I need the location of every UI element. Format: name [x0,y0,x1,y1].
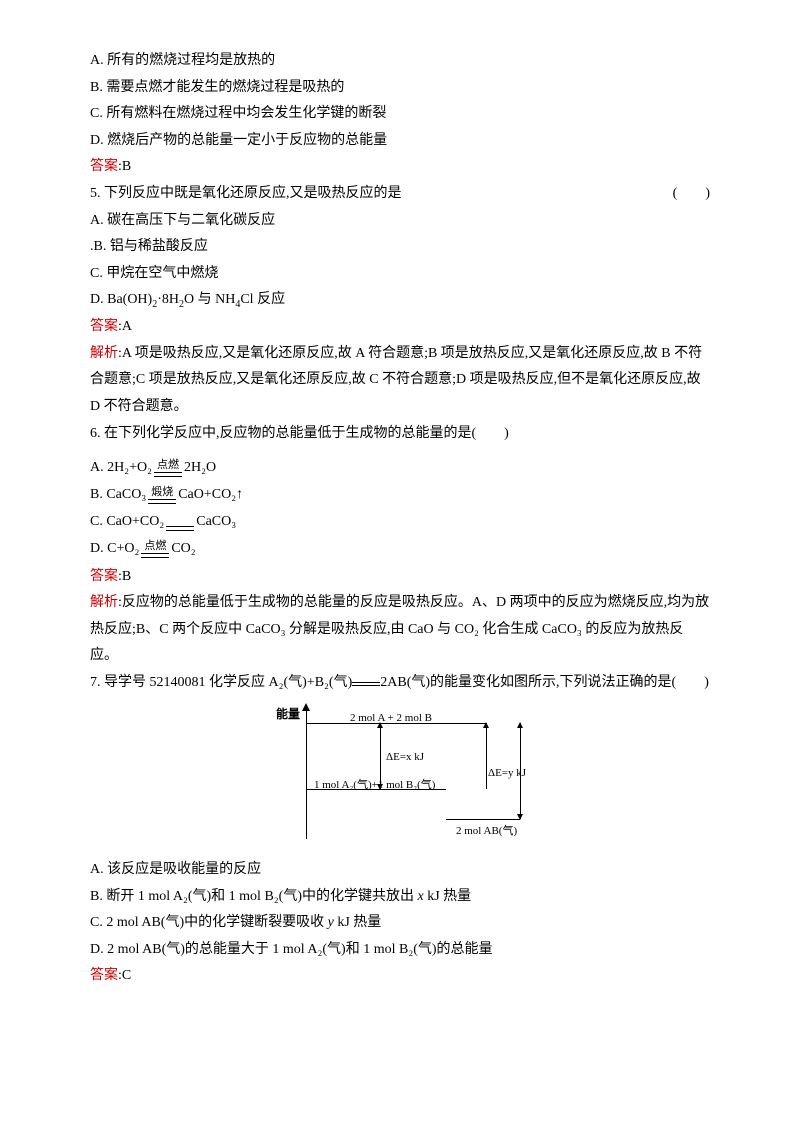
q6a-rhs: 2H₂O [184,455,216,482]
explain-label: 解析 [90,346,118,361]
q5d-post: O 与 NH [184,292,235,307]
q6d-cond: 点燃 [144,541,166,553]
explain-text: :A 项是吸热反应,又是氧化还原反应,故 A 符合题意;B 项是放热反应,又是氧… [90,346,702,414]
q6-stem: 6. 在下列化学反应中,反应物的总能量低于生成物的总能量的是( ) [90,421,710,448]
q7-answer: 答案:C [90,963,710,990]
q5-stem-text: 5. 下列反应中既是氧化还原反应,又是吸热反应的是 [90,181,402,208]
q7-option-a: A. 该反应是吸收能量的反应 [90,857,710,884]
q6-explanation: 解析:反应物的总能量低于生成物的总能量的反应是吸热反应。A、D 两项中的反应为燃… [90,590,710,670]
q4-option-d: D. 燃烧后产物的总能量一定小于反应物的总能量 [90,128,710,155]
reaction-arrow-icon: 点燃 [154,460,182,477]
delta-e-x: ΔE=x kJ [386,747,424,768]
q6b-lhs: B. CaCO₃ [90,482,146,509]
y-axis [306,709,307,839]
label-bot: 2 mol AB(气) [456,821,517,842]
label-top: 2 mol A + 2 mol B [350,708,432,729]
reaction-arrow-icon: 点燃 [141,541,169,558]
q7-option-d: D. 2 mol AB(气)的总能量大于 1 mol A₂(气)和 1 mol … [90,937,710,964]
q7c-pre: C. 2 mol AB(气)中的化学键断裂要吸收 [90,915,328,930]
q7c-post: kJ 热量 [334,915,381,930]
q4-option-b: B. 需要点燃才能发生的燃烧过程是吸热的 [90,75,710,102]
q6-option-c: C. CaO+CO₂ CaCO₃ [90,509,710,536]
q7-stem-post: 2AB(气)的能量变化如图所示,下列说法正确的是( ) [380,675,709,690]
q6a-cond: 点燃 [157,460,179,472]
spacer [90,447,710,455]
equilibrium-arrow-icon [352,682,380,683]
q5d-pre: D. Ba(OH) [90,292,152,307]
level-bot [446,819,520,820]
q5-option-c: C. 甲烷在空气中燃烧 [90,261,710,288]
q7-option-c: C. 2 mol AB(气)中的化学键断裂要吸收 y kJ 热量 [90,910,710,937]
q5d-end: Cl 反应 [240,292,285,307]
answer-value: :B [118,569,131,584]
answer-label: 答案 [90,159,118,174]
energy-diagram: 能量 2 mol A + 2 mol B 1 mol A₂(气)+1 mol B… [90,703,710,850]
arrow-x [380,723,381,789]
q5d-mid: ·8H [157,292,179,307]
q5-option-a: A. 碳在高压下与二氧化碳反应 [90,208,710,235]
page: A. 所有的燃烧过程均是放热的 B. 需要点燃才能发生的燃烧过程是吸热的 C. … [0,0,800,1132]
answer-label: 答案 [90,569,118,584]
q4-answer: 答案:B [90,154,710,181]
label-mid: 1 mol A₂(气)+1 mol B₂(气) [314,775,435,796]
answer-value: :A [118,319,132,334]
answer-label: 答案 [90,319,118,334]
q5-answer: 答案:A [90,314,710,341]
q6-answer: 答案:B [90,564,710,591]
q6-option-b: B. CaCO₃ 煅烧 CaO+CO₂↑ [90,482,710,509]
q6d-lhs: D. C+O₂ [90,536,139,563]
q4-option-a: A. 所有的燃烧过程均是放热的 [90,48,710,75]
q5-stem: 5. 下列反应中既是氧化还原反应,又是吸热反应的是 ( ) [90,181,710,208]
q6d-rhs: CO₂ [171,536,195,563]
q6a-lhs: A. 2H₂+O₂ [90,455,152,482]
q5-option-b: .B. 铝与稀盐酸反应 [90,234,710,261]
q4-option-c: C. 所有燃料在燃烧过程中均会发生化学键的断裂 [90,101,710,128]
reaction-arrow-icon: 煅烧 [148,487,176,504]
reaction-arrow-icon [166,514,194,531]
q6-option-d: D. C+O₂ 点燃 CO₂ [90,536,710,563]
q7-stem-pre: 7. 导学号 52140081 化学反应 A₂(气)+B₂(气) [90,675,352,690]
q6-option-a: A. 2H₂+O₂ 点燃 2H₂O [90,455,710,482]
q6b-cond: 煅烧 [151,487,173,499]
delta-e-y: ΔE=y kJ [488,763,526,784]
q7b-pre: B. 断开 1 mol A₂(气)和 1 mol B₂(气)中的化学键共放出 [90,889,417,904]
explain-label: 解析 [90,595,118,610]
q7-stem: 7. 导学号 52140081 化学反应 A₂(气)+B₂(气) 2AB(气)的能… [90,670,710,697]
q5-explanation: 解析:A 项是吸热反应,又是氧化还原反应,故 A 符合题意;B 项是放热反应,又… [90,341,710,421]
q6c-lhs: C. CaO+CO₂ [90,509,164,536]
q7b-post: kJ 热量 [424,889,471,904]
q6b-rhs: CaO+CO₂↑ [178,482,243,509]
q7-option-b: B. 断开 1 mol A₂(气)和 1 mol B₂(气)中的化学键共放出 x… [90,884,710,911]
answer-value: :C [118,968,131,983]
q6c-rhs: CaCO₃ [196,509,236,536]
q5-option-d: D. Ba(OH)2·8H2O 与 NH4Cl 反应 [90,287,710,314]
q5-paren: ( ) [673,181,710,208]
y-axis-label: 能量 [276,703,300,726]
explain-text: :反应物的总能量低于生成物的总能量的反应是吸热反应。A、D 两项中的反应为燃烧反… [90,595,709,663]
answer-value: :B [118,159,131,174]
answer-label: 答案 [90,968,118,983]
arrow-up-right [486,723,487,789]
